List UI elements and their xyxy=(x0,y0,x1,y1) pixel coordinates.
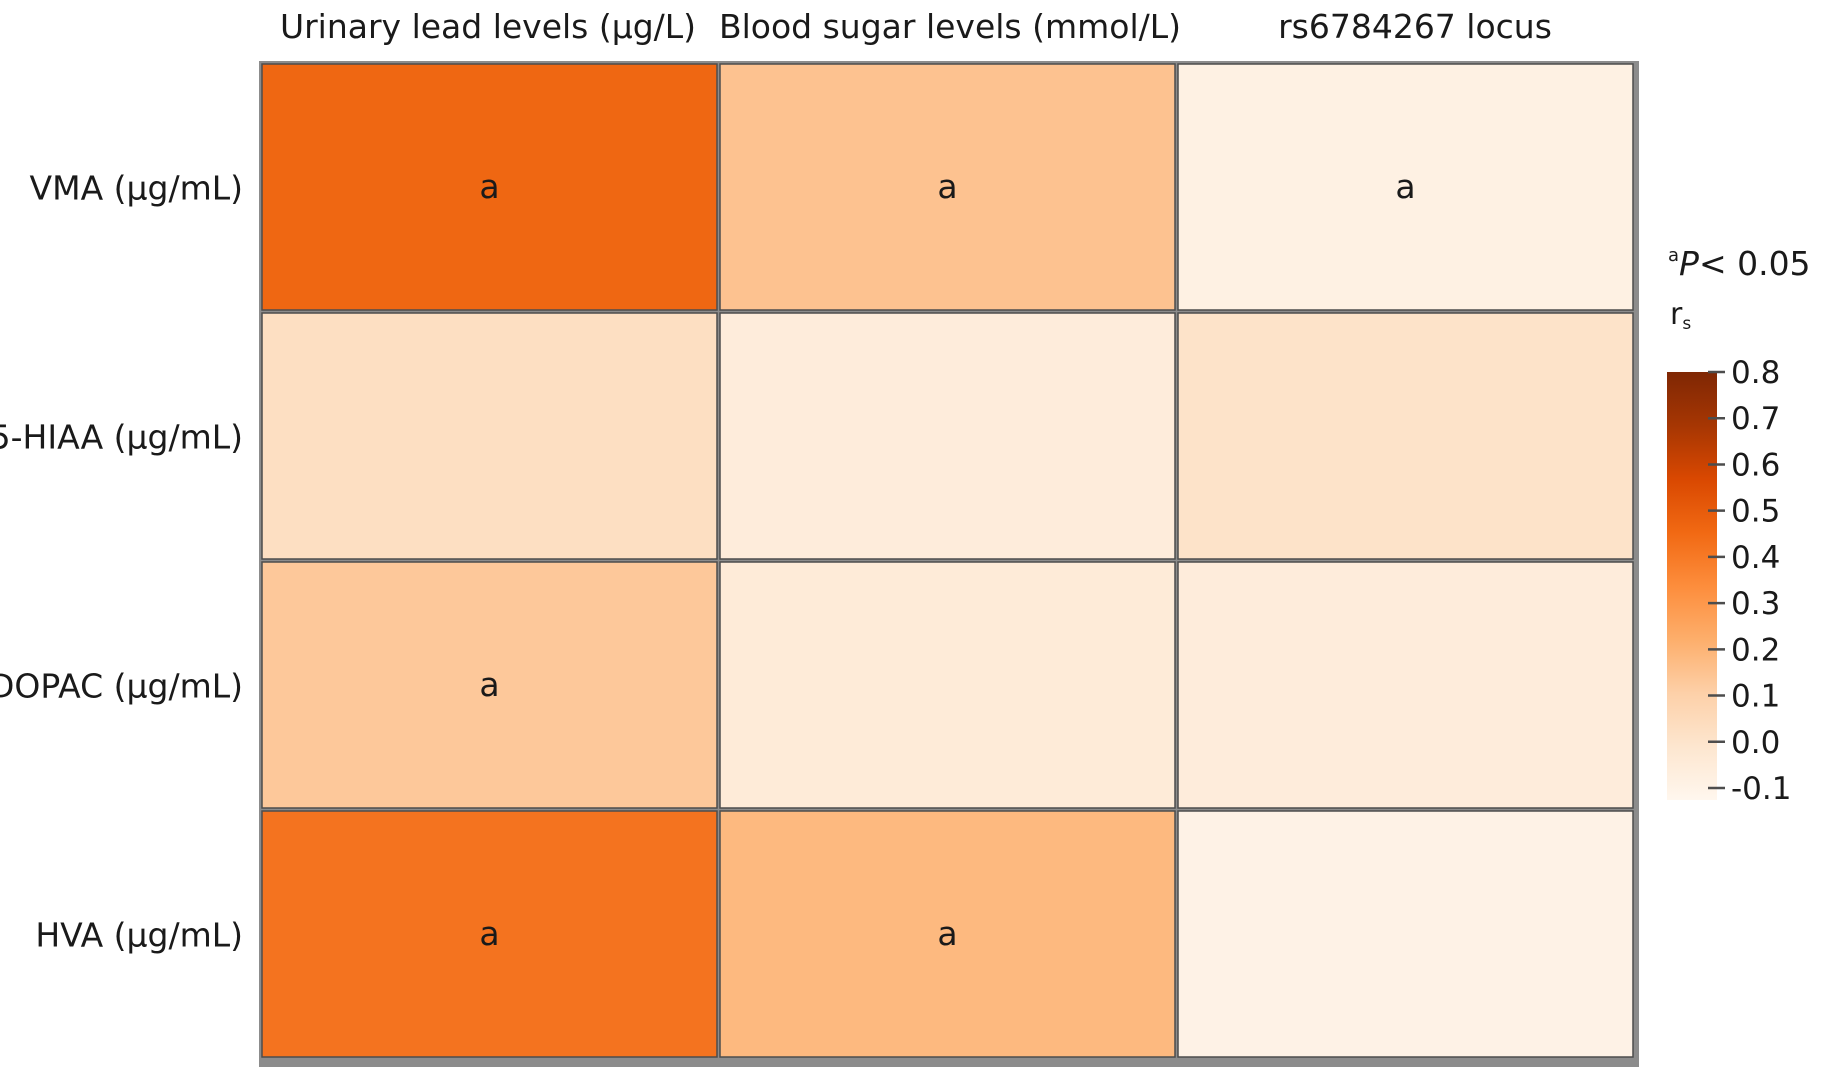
colorbar-tick-label: 0.8 xyxy=(1731,355,1780,391)
cell-vma-g-ml-blood-sugar-levels-mmol-l xyxy=(719,63,1176,311)
legend-note-p: P xyxy=(1679,244,1699,283)
row-label: 5-HIAA (μg/mL) xyxy=(0,418,243,457)
colorbar xyxy=(1667,372,1717,800)
legend-title: rs xyxy=(1670,297,1691,334)
cell-5-hiaa-g-ml-rs6784267-locus xyxy=(1177,312,1634,560)
cell-dopac-g-ml-rs6784267-locus xyxy=(1177,561,1634,809)
column-label: Urinary lead levels (μg/L) xyxy=(280,7,696,46)
colorbar-tick-label: 0.5 xyxy=(1731,494,1780,530)
significance-mark: a xyxy=(479,914,499,953)
significance-mark: a xyxy=(479,665,499,704)
colorbar-tick-label: 0.3 xyxy=(1731,586,1780,622)
column-label: Blood sugar levels (mmol/L) xyxy=(719,7,1181,46)
cell-dopac-g-ml-blood-sugar-levels-mmol-l xyxy=(719,561,1176,809)
colorbar-tick-label: 0.0 xyxy=(1731,725,1780,761)
legend-note-superscript: a xyxy=(1668,245,1679,266)
cell-hva-g-ml-urinary-lead-levels-g-l xyxy=(261,810,718,1058)
cell-vma-g-ml-rs6784267-locus xyxy=(1177,63,1634,311)
cell-hva-g-ml-blood-sugar-levels-mmol-l xyxy=(719,810,1176,1058)
row-label: VMA (μg/mL) xyxy=(30,169,243,208)
row-label: HVA (μg/mL) xyxy=(35,916,243,955)
column-label: rs6784267 locus xyxy=(1278,7,1552,46)
cell-dopac-g-ml-urinary-lead-levels-g-l xyxy=(261,561,718,809)
colorbar-tick-label: 0.7 xyxy=(1731,401,1780,437)
cell-5-hiaa-g-ml-blood-sugar-levels-mmol-l xyxy=(719,312,1176,560)
colorbar-tick-label: 0.4 xyxy=(1731,540,1780,576)
colorbar-tick-label: 0.1 xyxy=(1731,679,1780,715)
colorbar-tick-label: 0.2 xyxy=(1731,632,1780,668)
colorbar-tick-label: 0.6 xyxy=(1731,447,1780,483)
legend-title-sub: s xyxy=(1682,314,1691,334)
significance-mark: a xyxy=(1395,167,1415,206)
significance-mark: a xyxy=(479,167,499,206)
significance-mark: a xyxy=(937,167,957,206)
legend-note-text: < 0.05 xyxy=(1699,244,1811,283)
legend-note: aP< 0.05 xyxy=(1668,244,1811,283)
legend-title-main: r xyxy=(1670,297,1683,332)
cell-hva-g-ml-rs6784267-locus xyxy=(1177,810,1634,1058)
colorbar-tick-label: -0.1 xyxy=(1731,771,1792,807)
significance-mark: a xyxy=(937,914,957,953)
cell-vma-g-ml-urinary-lead-levels-g-l xyxy=(261,63,718,311)
cell-5-hiaa-g-ml-urinary-lead-levels-g-l xyxy=(261,312,718,560)
row-label: DOPAC (μg/mL) xyxy=(0,667,243,706)
